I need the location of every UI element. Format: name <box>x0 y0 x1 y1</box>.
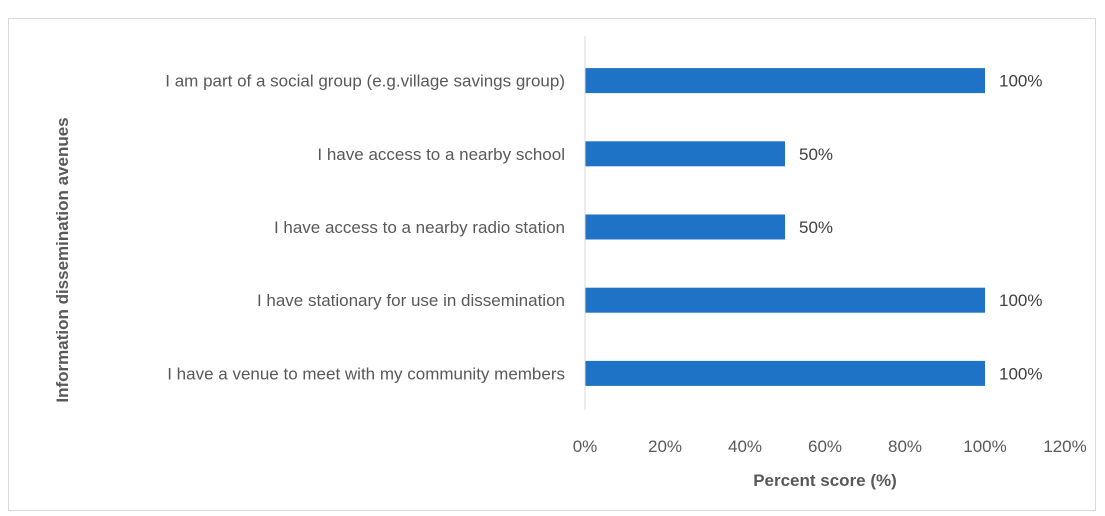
data-label: 50% <box>799 218 833 237</box>
category-label: I have stationary for use in disseminati… <box>257 291 565 310</box>
x-tick-label: 20% <box>648 437 682 456</box>
x-tick-label: 80% <box>888 437 922 456</box>
category-label: I am part of a social group (e.g.village… <box>165 72 565 91</box>
data-labels: 100% 50% 50% 100% 100% <box>799 72 1042 384</box>
category-label: I have access to a nearby radio station <box>274 218 565 237</box>
category-labels: I am part of a social group (e.g.village… <box>165 72 565 384</box>
data-label: 50% <box>799 145 833 164</box>
x-tick-label: 120% <box>1043 437 1086 456</box>
bars-group <box>585 68 985 386</box>
bar-2 <box>585 214 785 240</box>
x-tick-labels: 0% 20% 40% 60% 80% 100% 120% <box>573 437 1087 456</box>
y-axis-title: Information dissemination avenues <box>53 117 72 402</box>
bar-3 <box>585 287 985 313</box>
bar-1 <box>585 141 785 167</box>
bar-4 <box>585 360 985 386</box>
category-label: I have a venue to meet with my community… <box>167 364 565 383</box>
category-label: I have access to a nearby school <box>317 145 565 164</box>
data-label: 100% <box>999 291 1042 310</box>
data-label: 100% <box>999 72 1042 91</box>
x-tick-label: 100% <box>963 437 1006 456</box>
data-label: 100% <box>999 364 1042 383</box>
chart-frame <box>8 18 1096 511</box>
bar-0 <box>585 68 985 94</box>
x-tick-label: 40% <box>728 437 762 456</box>
x-tick-label: 0% <box>573 437 598 456</box>
x-tick-label: 60% <box>808 437 842 456</box>
x-axis-title: Percent score (%) <box>753 471 897 490</box>
